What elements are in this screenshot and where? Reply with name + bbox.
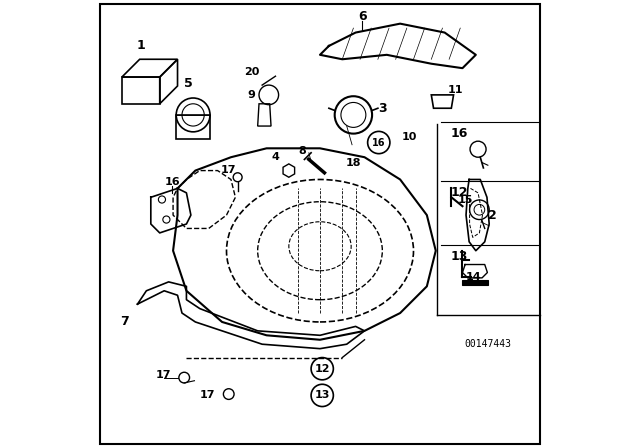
Text: 20: 20: [244, 67, 260, 77]
Text: 15: 15: [458, 194, 473, 205]
Text: 17: 17: [156, 370, 171, 380]
Text: 9: 9: [247, 90, 255, 100]
Text: 12: 12: [451, 186, 468, 199]
Text: 13: 13: [314, 390, 330, 401]
Text: 17: 17: [200, 390, 216, 401]
Text: 1: 1: [136, 39, 145, 52]
Text: 6: 6: [358, 10, 367, 23]
Text: 16: 16: [372, 138, 385, 147]
Text: 11: 11: [448, 86, 463, 95]
Polygon shape: [461, 280, 488, 285]
Text: 16: 16: [164, 177, 180, 187]
Text: 18: 18: [346, 158, 361, 168]
Text: 12: 12: [314, 364, 330, 374]
Text: 5: 5: [184, 77, 193, 90]
Text: 14: 14: [466, 272, 481, 282]
Text: 17: 17: [221, 165, 236, 175]
Text: 8: 8: [298, 146, 306, 155]
Text: 00147443: 00147443: [465, 339, 512, 349]
Text: 13: 13: [451, 250, 468, 263]
Text: 3: 3: [378, 102, 387, 115]
Text: 2: 2: [488, 209, 497, 222]
Text: 10: 10: [401, 132, 417, 142]
Text: 7: 7: [120, 315, 129, 328]
Text: 16: 16: [451, 127, 468, 140]
Text: 4: 4: [271, 152, 280, 162]
